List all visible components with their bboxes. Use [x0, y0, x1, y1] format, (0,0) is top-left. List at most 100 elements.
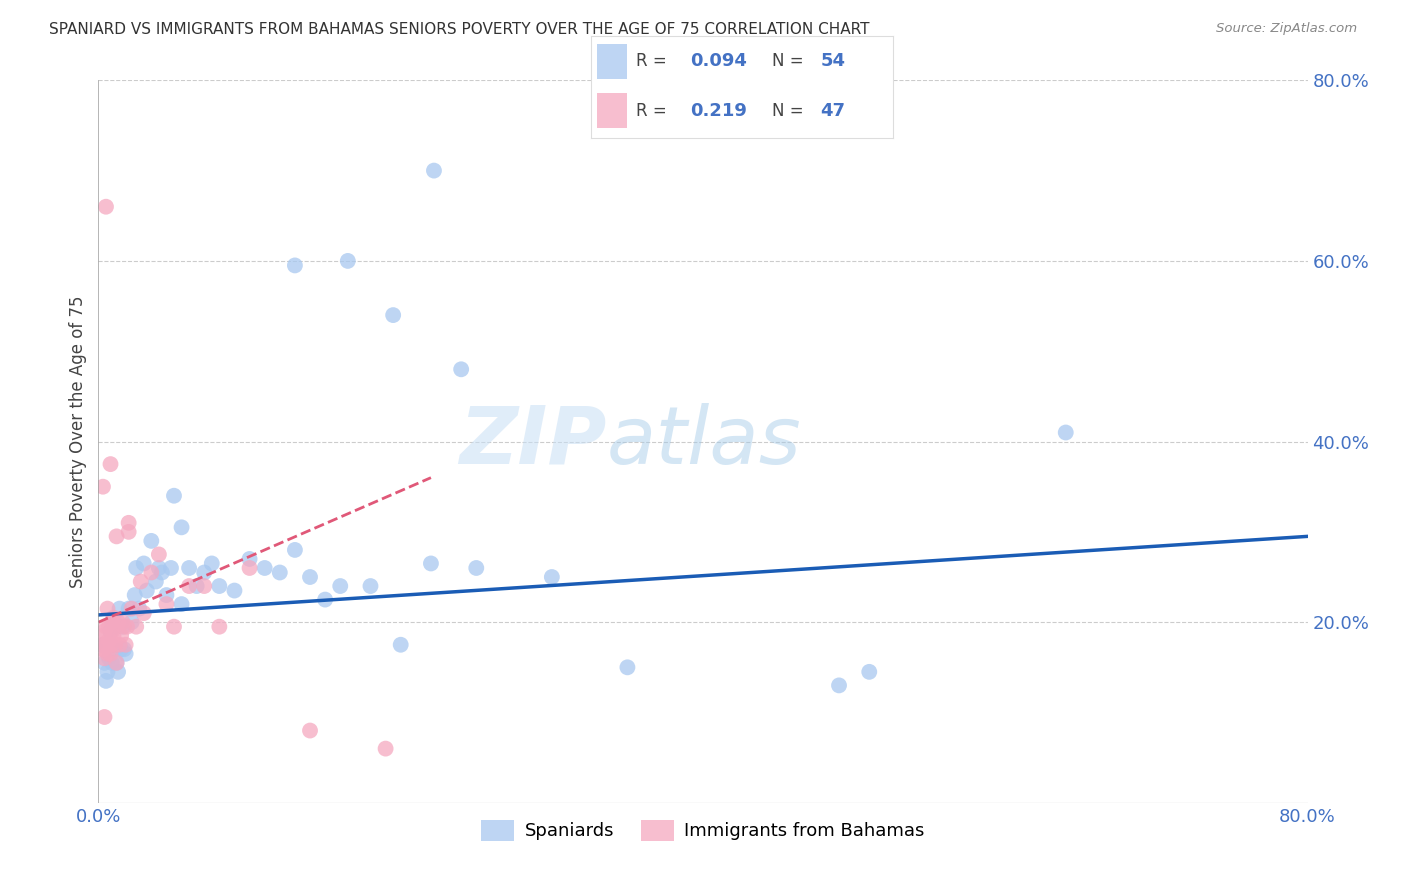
Point [94, 200, 117, 214]
Point [420, 557, 443, 571]
Point [179, 561, 201, 575]
Point [90, 638, 112, 652]
Point [118, 601, 141, 615]
Text: N =: N = [772, 102, 803, 120]
Point [96, 665, 118, 679]
Point [104, 638, 127, 652]
Point [100, 638, 122, 652]
Point [239, 552, 262, 566]
Point [112, 620, 135, 634]
Text: 54: 54 [820, 53, 845, 70]
Point [115, 620, 138, 634]
Point [101, 656, 124, 670]
Point [93, 651, 115, 665]
Point [101, 615, 124, 630]
Point [423, 163, 446, 178]
Point [150, 566, 173, 580]
Point [360, 579, 382, 593]
Point [201, 557, 224, 571]
Point [114, 638, 136, 652]
Point [94, 620, 117, 634]
Point [170, 520, 193, 534]
Point [94, 673, 117, 688]
Point [465, 561, 488, 575]
Text: 47: 47 [820, 102, 845, 120]
Point [112, 642, 135, 657]
Point [111, 620, 134, 634]
Point [105, 656, 128, 670]
Point [299, 723, 322, 738]
Point [374, 741, 396, 756]
Point [118, 524, 141, 539]
Point [110, 642, 132, 657]
Point [110, 629, 132, 643]
Point [155, 597, 177, 611]
Point [125, 561, 148, 575]
Point [299, 570, 322, 584]
Point [155, 588, 177, 602]
Text: 0.094: 0.094 [690, 53, 747, 70]
Point [135, 583, 157, 598]
Point [160, 561, 183, 575]
Y-axis label: Seniors Poverty Over the Age of 75: Seniors Poverty Over the Age of 75 [69, 295, 87, 588]
Point [111, 615, 134, 630]
Point [616, 660, 638, 674]
Point [193, 579, 215, 593]
Point [91, 638, 114, 652]
Point [382, 308, 405, 322]
Point [98, 620, 121, 634]
Point [269, 566, 291, 580]
Point [124, 588, 146, 602]
Point [121, 601, 143, 615]
Point [93, 656, 115, 670]
Point [186, 579, 208, 593]
Point [91, 629, 114, 643]
Point [329, 579, 352, 593]
Point [100, 647, 122, 661]
Point [141, 566, 163, 580]
Point [145, 574, 167, 589]
Text: R =: R = [636, 53, 666, 70]
Point [105, 656, 128, 670]
Point [96, 647, 118, 661]
Point [98, 651, 121, 665]
Point [125, 620, 148, 634]
Text: ZIP: ZIP [458, 402, 606, 481]
Text: Source: ZipAtlas.com: Source: ZipAtlas.com [1216, 22, 1357, 36]
Point [284, 259, 307, 273]
Text: 0.219: 0.219 [690, 102, 747, 120]
Point [208, 579, 231, 593]
Point [314, 592, 336, 607]
Point [118, 516, 141, 530]
Point [96, 601, 118, 615]
Point [450, 362, 472, 376]
Text: N =: N = [772, 53, 803, 70]
Point [94, 638, 117, 652]
Point [858, 665, 880, 679]
Point [103, 610, 125, 624]
Text: atlas: atlas [606, 402, 801, 481]
Point [103, 615, 125, 630]
Point [389, 638, 412, 652]
Legend: Spaniards, Immigrants from Bahamas: Spaniards, Immigrants from Bahamas [474, 813, 932, 848]
Point [224, 583, 246, 598]
Point [91, 480, 114, 494]
Point [208, 620, 231, 634]
Point [284, 542, 307, 557]
Point [239, 561, 262, 575]
Point [100, 624, 122, 639]
Point [93, 624, 115, 639]
Point [540, 570, 562, 584]
Point [108, 601, 131, 615]
Bar [596, 93, 627, 128]
Point [132, 557, 155, 571]
Point [163, 489, 186, 503]
Point [148, 561, 170, 575]
Point [104, 642, 127, 657]
Point [107, 665, 129, 679]
Text: SPANIARD VS IMMIGRANTS FROM BAHAMAS SENIORS POVERTY OVER THE AGE OF 75 CORRELATI: SPANIARD VS IMMIGRANTS FROM BAHAMAS SENI… [49, 22, 870, 37]
Point [163, 620, 186, 634]
Point [1054, 425, 1077, 440]
Point [107, 615, 129, 630]
Point [128, 601, 150, 615]
